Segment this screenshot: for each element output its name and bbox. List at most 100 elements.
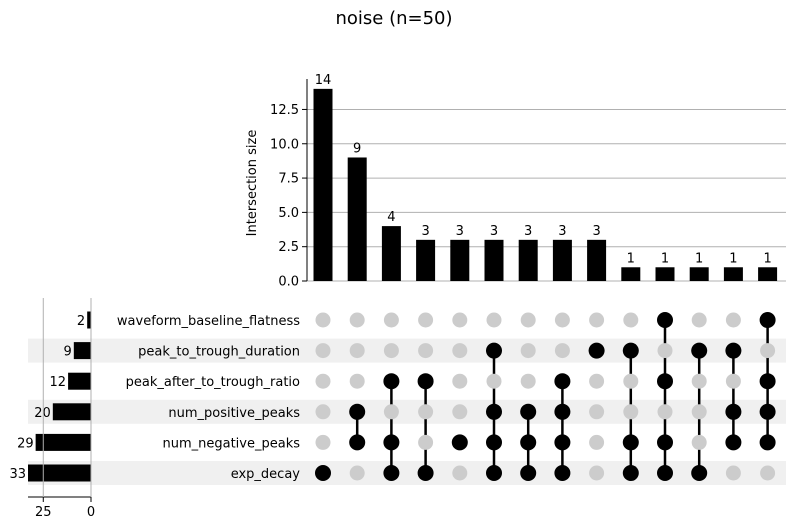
membership-dot-active	[622, 342, 639, 359]
set-label: peak_after_to_trough_ratio	[126, 375, 300, 390]
intersection-bar-label: 3	[456, 224, 464, 239]
set-label: num_positive_peaks	[168, 406, 300, 421]
set-size-bar	[73, 342, 91, 360]
membership-dot-active	[315, 465, 331, 481]
intersection-bar	[347, 157, 367, 281]
membership-dot-inactive	[657, 404, 673, 420]
membership-dot-active	[554, 465, 571, 481]
set-size-bar	[35, 433, 91, 451]
membership-dot-inactive	[349, 312, 365, 328]
membership-dot-inactive	[520, 343, 536, 359]
membership-dot-inactive	[725, 465, 741, 481]
intersection-bar-label: 3	[524, 224, 532, 239]
membership-dot-active	[383, 465, 400, 481]
membership-dot-inactive	[418, 343, 434, 359]
membership-dot-active	[657, 312, 673, 328]
membership-dot-active	[725, 342, 742, 359]
membership-dot-active	[383, 434, 400, 451]
y-tick-label: 0.0	[278, 275, 299, 290]
intersection-bar	[552, 239, 572, 281]
set-size-bar	[87, 311, 91, 329]
membership-dot-inactive	[589, 465, 605, 481]
intersection-bar	[416, 239, 436, 281]
membership-dot-inactive	[383, 312, 399, 328]
intersection-bar-label: 3	[558, 224, 566, 239]
intersection-bars	[313, 88, 778, 282]
membership-dot-inactive	[691, 434, 707, 450]
membership-dot-inactive	[486, 312, 502, 328]
membership-dot-inactive	[315, 404, 331, 420]
membership-dot-active	[554, 373, 571, 390]
membership-dot-active	[759, 403, 776, 420]
membership-dot-active	[520, 465, 537, 481]
membership-dot-active	[691, 342, 708, 359]
membership-dot-inactive	[554, 312, 570, 328]
intersection-bar	[689, 267, 709, 281]
set-size-label: 9	[64, 345, 72, 360]
membership-dot-inactive	[657, 343, 673, 359]
membership-dot-inactive	[418, 404, 434, 420]
membership-dot-inactive	[623, 373, 639, 389]
membership-dot-inactive	[520, 312, 536, 328]
membership-dot-active	[759, 373, 776, 390]
membership-dot-inactive	[589, 312, 605, 328]
membership-dot-active	[759, 312, 776, 328]
intersection-grid	[307, 108, 786, 282]
y-tick-label: 5.0	[278, 206, 299, 221]
membership-dot-active	[657, 373, 673, 390]
membership-dot-inactive	[418, 434, 434, 450]
membership-dot-inactive	[418, 312, 434, 328]
membership-dot-active	[486, 403, 502, 420]
intersection-bar	[518, 239, 538, 281]
set-size-axis: 25 0	[28, 298, 95, 520]
intersection-bar-label: 3	[490, 224, 498, 239]
membership-dot-inactive	[520, 373, 536, 389]
membership-dot-active	[588, 342, 605, 359]
intersection-bar	[758, 267, 778, 281]
intersection-bar-label: 9	[353, 141, 361, 156]
membership-dot-inactive	[589, 434, 605, 450]
set-size-label: 29	[17, 436, 34, 451]
membership-dot-inactive	[725, 312, 741, 328]
membership-dot-active	[657, 434, 673, 451]
membership-dot-inactive	[691, 312, 707, 328]
membership-dot-inactive	[452, 343, 468, 359]
membership-dot-active	[554, 434, 571, 451]
membership-dot-active	[383, 373, 400, 390]
y-tick-label: 2.5	[278, 240, 299, 255]
membership-dot-inactive	[760, 343, 776, 359]
y-tick-label: 7.5	[278, 172, 299, 187]
intersection-bar	[313, 88, 333, 282]
membership-dot-active	[725, 403, 742, 420]
intersection-bar	[621, 267, 641, 281]
intersection-bar-label: 1	[763, 251, 771, 266]
intersection-bar-label: 4	[387, 210, 395, 225]
intersection-bar	[381, 226, 401, 281]
intersection-bar-label: 1	[627, 251, 635, 266]
chart-title: noise (n=50)	[335, 8, 452, 29]
set-size-bar	[52, 403, 91, 421]
membership-dot-inactive	[554, 343, 570, 359]
set-label: exp_decay	[231, 467, 301, 482]
membership-dot-inactive	[452, 312, 468, 328]
set-size-label: 33	[9, 467, 26, 482]
intersection-bar-label: 3	[592, 224, 600, 239]
membership-dot-active	[417, 373, 434, 390]
membership-matrix	[315, 312, 776, 481]
membership-dot-inactive	[760, 465, 776, 481]
membership-dot-active	[622, 465, 639, 481]
set-size-label: 2	[77, 314, 85, 329]
intersection-size-axis: 0.0 2.5 5.0 7.5 10.0 12.5	[270, 79, 308, 290]
set-size-label: 20	[34, 406, 51, 421]
set-labels: waveform_baseline_flatness peak_to_trough…	[117, 314, 300, 482]
membership-dot-inactive	[452, 373, 468, 389]
membership-dot-active	[554, 403, 571, 420]
membership-dot-active	[725, 434, 742, 451]
membership-dot-active	[417, 465, 434, 481]
intersection-bar-label: 3	[421, 224, 429, 239]
membership-dot-inactive	[315, 312, 331, 328]
membership-dot-inactive	[383, 343, 399, 359]
intersection-bar	[587, 239, 607, 281]
intersection-bar	[484, 239, 504, 281]
set-label: peak_to_trough_duration	[138, 345, 300, 360]
